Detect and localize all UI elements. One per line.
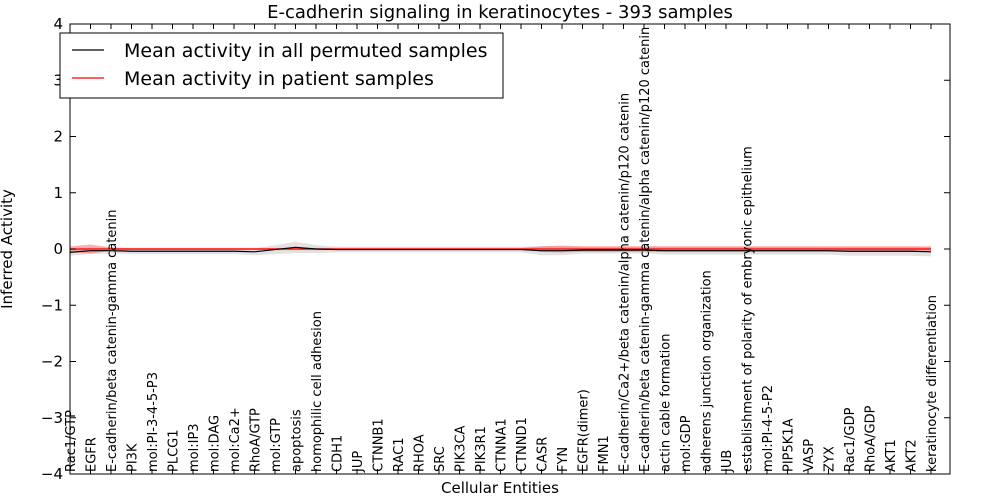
x-tick-label: ZYX bbox=[823, 446, 838, 472]
y-tick-label: −3 bbox=[41, 409, 63, 427]
x-tick-label: CTNNB1 bbox=[372, 418, 387, 472]
series-lines bbox=[69, 246, 932, 253]
x-tick-label: EGFR(dimer) bbox=[577, 389, 592, 472]
x-tick-label: RHOA bbox=[413, 434, 428, 472]
x-tick-label: E-cadherin/beta catenin-gamma catenin/al… bbox=[638, 27, 653, 472]
line-series-0 bbox=[69, 246, 932, 253]
x-axis-label: Cellular Entities bbox=[441, 479, 559, 497]
x-tick-label: RAC1 bbox=[392, 437, 407, 472]
x-tick-label: E-cadherin/beta catenin-gamma catenin bbox=[105, 210, 120, 472]
chart-title: E-cadherin signaling in keratinocytes - … bbox=[267, 2, 733, 23]
y-tick-label: −2 bbox=[41, 353, 63, 371]
x-axis: Rac1/GTP EGFR E-cadherin/beta catenin-gamm… bbox=[64, 24, 940, 474]
x-tick-label: JUB bbox=[720, 450, 735, 473]
legend-label-permuted: Mean activity in all permuted samples bbox=[124, 40, 487, 62]
y-tick-label: −4 bbox=[41, 465, 63, 483]
y-tick-label: 0 bbox=[53, 240, 63, 258]
x-tick-label: Rac1/GDP bbox=[843, 407, 858, 472]
x-tick-label: EGFR bbox=[85, 437, 100, 472]
x-tick-label: mol:Ca2+ bbox=[228, 407, 243, 472]
y-axis-label: Inferred Activity bbox=[0, 189, 16, 309]
x-tick-label: adherens junction organization bbox=[700, 270, 715, 472]
x-tick-label: mol:PI-4-5-P2 bbox=[761, 385, 776, 472]
x-tick-label: E-cadherin/Ca2+/beta catenin/alpha caten… bbox=[618, 93, 633, 472]
legend-box bbox=[59, 32, 504, 99]
x-tick-label: FMN1 bbox=[597, 435, 612, 472]
x-tick-label: SRC bbox=[433, 446, 448, 472]
x-tick-label: AKT1 bbox=[884, 439, 899, 472]
x-tick-label: RhoA/GTP bbox=[249, 408, 264, 472]
x-tick-label: JUP bbox=[351, 451, 366, 473]
x-tick-label: CDH1 bbox=[331, 435, 346, 472]
x-tick-label: mol:GDP bbox=[679, 415, 694, 472]
x-tick-label: CTNND1 bbox=[515, 417, 530, 472]
x-tick-label: VASP bbox=[802, 439, 817, 472]
legend: Mean activity in all permuted samples Me… bbox=[59, 32, 504, 99]
x-tick-label: PI3K bbox=[126, 443, 141, 472]
x-tick-label: CTNNA1 bbox=[495, 418, 510, 472]
legend-label-patient: Mean activity in patient samples bbox=[124, 68, 434, 90]
y-tick-label: 3 bbox=[53, 71, 63, 89]
x-tick-label: homophilic cell adhesion bbox=[310, 311, 325, 472]
x-tick-label: mol:GTP bbox=[269, 418, 284, 472]
x-tick-label: PIK3R1 bbox=[474, 426, 489, 472]
x-tick-label: mol:DAG bbox=[208, 415, 223, 472]
x-tick-label: CASR bbox=[536, 437, 551, 472]
x-tick-label: PLCG1 bbox=[167, 429, 182, 472]
x-tick-label: PIP5K1A bbox=[782, 418, 797, 472]
x-tick-label: FYN bbox=[556, 447, 571, 472]
x-tick-label: keratinocyte differentiation bbox=[925, 295, 940, 472]
x-tick-label: AKT2 bbox=[905, 439, 920, 472]
x-tick-label: mol:IP3 bbox=[187, 423, 202, 472]
y-tick-label: 4 bbox=[53, 15, 63, 33]
y-tick-label: 1 bbox=[53, 184, 63, 202]
x-tick-label: mol:PI-3-4-5-P3 bbox=[146, 372, 161, 472]
y-axis: 4 3 2 1 0 −1 −2 −3 −4 bbox=[41, 15, 950, 483]
x-tick-label: RhoA/GDP bbox=[864, 405, 879, 472]
y-tick-label: −1 bbox=[41, 296, 63, 314]
x-tick-label: Rac1/GTP bbox=[64, 410, 79, 472]
x-tick-label: actin cable formation bbox=[659, 334, 674, 472]
y-tick-label: 2 bbox=[53, 128, 63, 146]
x-tick-label: establishment of polarity of embryonic e… bbox=[741, 146, 756, 472]
x-tick-label: PIK3CA bbox=[454, 425, 469, 472]
x-tick-label: apoptosis bbox=[290, 409, 305, 472]
